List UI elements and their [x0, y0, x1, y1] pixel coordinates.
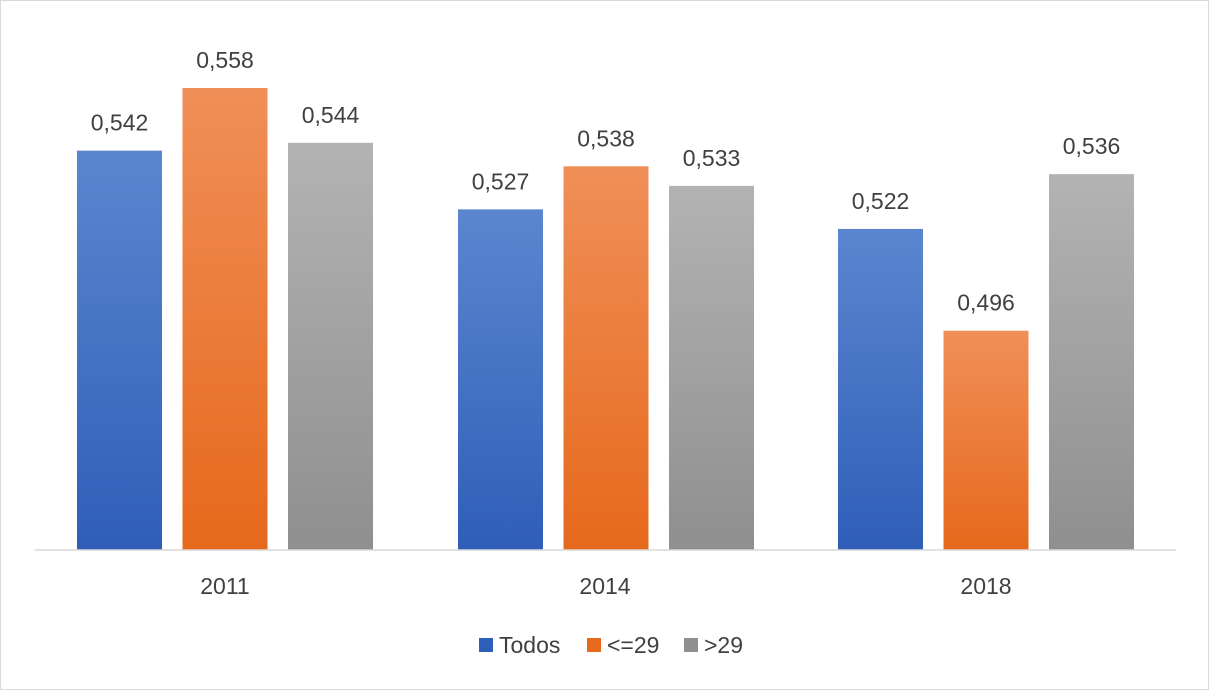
data-label-2011-series-1: 0,558 — [196, 47, 254, 73]
data-label-2018-series-0: 0,522 — [852, 188, 910, 214]
legend-swatch-1 — [587, 638, 601, 652]
x-tick-labels: 2011 2014 2018 — [200, 573, 1011, 599]
legend-label-1: <=29 — [607, 632, 659, 658]
bar-2018-series-2 — [1049, 174, 1134, 550]
legend-label-0: Todos — [499, 632, 560, 658]
data-label-2014-series-1: 0,538 — [577, 125, 635, 151]
bars-layer — [77, 87, 1134, 551]
bar-2018-series-0 — [838, 228, 923, 550]
legend-label-2: >29 — [704, 632, 743, 658]
data-label-2011-series-0: 0,542 — [91, 110, 149, 136]
bar-2014-series-2 — [669, 185, 754, 550]
bar-2011-series-2 — [288, 142, 373, 551]
x-tick-label-2018: 2018 — [960, 573, 1011, 599]
bar-2011-series-0 — [77, 150, 162, 550]
data-label-2014-series-2: 0,533 — [683, 145, 741, 171]
legend: Todos <=29 >29 — [479, 632, 743, 658]
x-tick-label-2014: 2014 — [579, 573, 630, 599]
bar-2014-series-0 — [458, 209, 543, 550]
legend-swatch-2 — [684, 638, 698, 652]
x-tick-label-2011: 2011 — [200, 573, 249, 599]
bar-2011-series-1 — [182, 87, 268, 550]
data-label-2018-series-1: 0,496 — [957, 290, 1015, 316]
data-label-2011-series-2: 0,544 — [302, 102, 360, 128]
data-label-2018-series-2: 0,536 — [1063, 133, 1121, 159]
legend-swatch-0 — [479, 638, 493, 652]
data-label-2014-series-0: 0,527 — [472, 168, 530, 194]
bar-2014-series-1 — [563, 166, 649, 551]
bar-2018-series-1 — [943, 330, 1029, 550]
data-labels-layer: 0,542 0,558 0,544 0,527 0,538 0,533 0,522 0,496… — [91, 47, 1121, 316]
